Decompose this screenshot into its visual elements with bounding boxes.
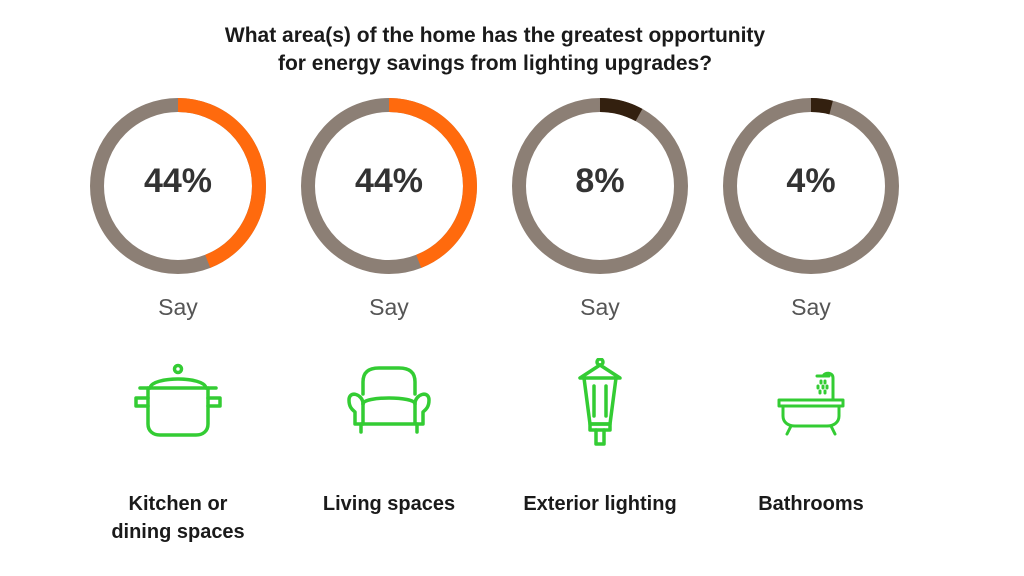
label-line-1: Exterior lighting [523,493,677,515]
chart-title: What area(s) of the home has the greates… [0,22,990,78]
donut-arc-bathrooms [723,98,899,274]
donut-chart-kitchen: 44% [88,96,268,276]
category-label: Kitchen or dining spaces [78,490,278,546]
percent-value: 4% [786,162,836,200]
say-text: Say [369,294,409,320]
title-line-2: for energy savings from lighting upgrade… [277,52,713,75]
label-line-2: dining spaces [111,521,245,543]
stat-bathrooms: 4% Say Bathrooms [716,96,906,566]
category-label: Exterior lighting [500,490,700,518]
label-line-1: Bathrooms [758,493,864,515]
label-line-1: Kitchen or [128,493,228,515]
percent-value: 8% [575,162,625,200]
percent-value: 44% [354,162,424,200]
stat-kitchen: 44% Say Kitchen or dining spaces [83,96,273,566]
say-text: Say [791,294,831,320]
lantern-icon [550,357,650,448]
donut-chart-exterior: 8% [510,96,690,276]
category-label: Bathrooms [711,490,911,518]
donut-arc-kitchen [90,98,266,274]
donut-arc-living [301,98,477,274]
armchair-icon [339,358,439,448]
stat-living: 44% Say Living spaces [294,96,484,566]
say-text: Say [158,294,198,320]
bathtub-icon [761,358,861,448]
percent-value: 44% [143,162,213,200]
say-text: Say [580,294,620,320]
stat-exterior: 8% Say Exterior lighting [505,96,695,566]
category-label: Living spaces [289,490,489,518]
title-line-1: What area(s) of the home has the greates… [224,24,766,47]
donut-chart-bathrooms: 4% [721,96,901,276]
label-line-1: Living spaces [322,493,456,515]
donut-chart-living: 44% [299,96,479,276]
donut-arc-exterior [512,98,688,274]
cooking-pot-icon [128,358,228,448]
